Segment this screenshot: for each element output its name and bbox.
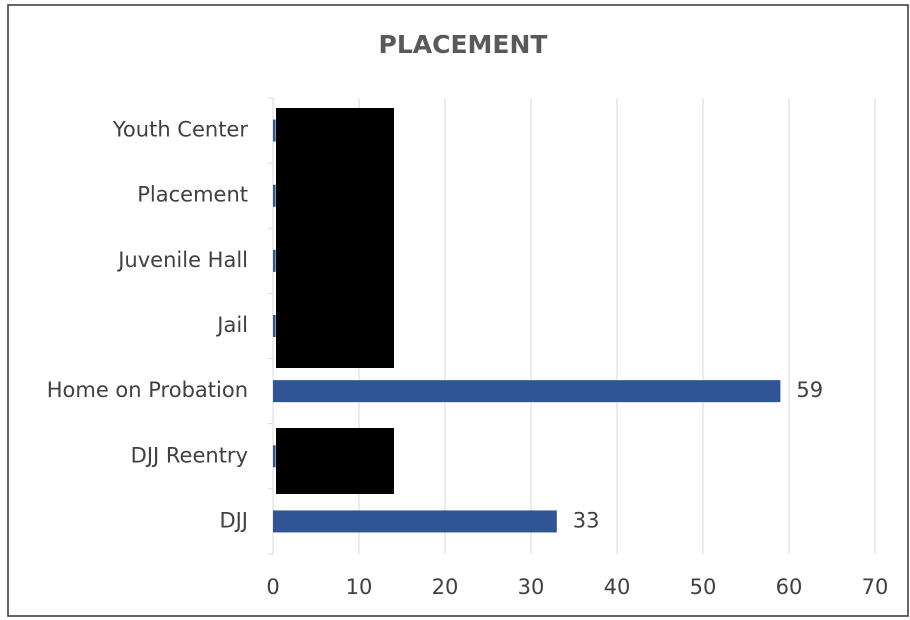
bar — [273, 315, 276, 337]
redaction — [276, 108, 394, 368]
bar — [273, 119, 276, 142]
y-tick-label: Jail — [215, 313, 248, 337]
bar — [273, 249, 276, 272]
x-tick-label: 0 — [266, 575, 279, 599]
x-tick-label: 30 — [518, 575, 545, 599]
y-tick-label: DJJ — [219, 508, 248, 532]
x-tick-label: 70 — [862, 575, 889, 599]
y-tick-label: Placement — [137, 183, 248, 207]
x-tick-label: 10 — [346, 575, 373, 599]
y-tick-label: Youth Center — [112, 118, 248, 142]
chart-title: PLACEMENT — [379, 30, 548, 59]
x-tick-label: 50 — [690, 575, 717, 599]
y-tick-label: DJJ Reentry — [131, 443, 248, 467]
x-tick-label: 60 — [776, 575, 803, 599]
data-label: 59 — [796, 378, 823, 402]
bar — [273, 184, 276, 207]
bar — [273, 445, 276, 468]
x-tick-label: 20 — [432, 575, 459, 599]
plot-area: 0 10 20 30 40 50 60 70 Youth Center Placement Juve… — [47, 97, 889, 599]
x-tick-label: 40 — [604, 575, 631, 599]
bar — [273, 510, 557, 533]
redaction — [276, 428, 394, 494]
bar — [273, 380, 781, 403]
y-tick-label: Juvenile Hall — [116, 248, 248, 272]
data-label: 33 — [573, 508, 600, 532]
y-tick-label: Home on Probation — [47, 378, 248, 402]
